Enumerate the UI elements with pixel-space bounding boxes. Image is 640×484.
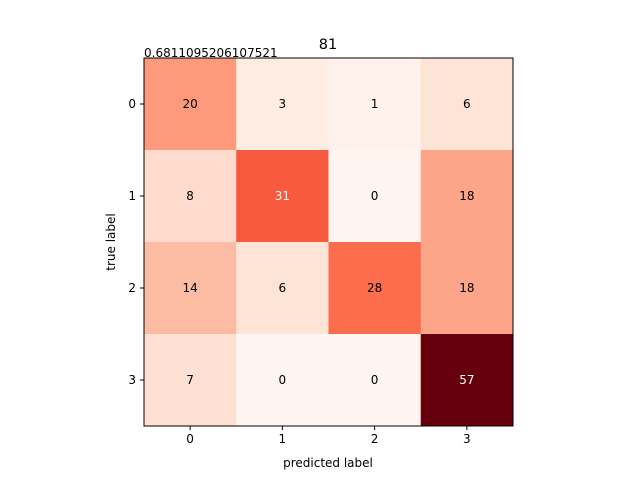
heatmap-cell (328, 242, 422, 335)
cell-value-label: 6 (279, 281, 287, 295)
y-tick-label: 0 (128, 97, 136, 111)
cell-value-label: 6 (463, 97, 471, 111)
heatmap-cell (144, 334, 237, 427)
heatmap-cell (420, 334, 514, 427)
heatmap-cell (420, 58, 514, 151)
heatmap-cell (236, 150, 329, 243)
x-tick-label: 2 (371, 432, 379, 446)
cell-value-label: 31 (275, 189, 290, 203)
x-axis-ticks: 0 1 2 3 (186, 426, 471, 446)
y-tick-label: 1 (128, 189, 136, 203)
heatmap-cell (144, 150, 237, 243)
heatmap-cell (328, 150, 422, 243)
heatmap-cell (236, 242, 329, 335)
heatmap-cell (144, 58, 237, 151)
axes-frame (143, 57, 514, 427)
cell-value-label: 0 (371, 189, 379, 203)
heatmap-cell (236, 334, 329, 427)
x-tick-label: 3 (463, 432, 471, 446)
cell-value-label: 7 (186, 373, 194, 387)
heatmap-cell (144, 242, 237, 335)
y-tick-label: 2 (128, 281, 136, 295)
heatmap-cell (328, 58, 422, 151)
y-axis-label: true label (104, 213, 118, 270)
x-axis-label: predicted label (283, 456, 373, 470)
y-tick-label: 3 (128, 373, 136, 387)
cell-value-label: 18 (459, 189, 474, 203)
heatmap-cell (420, 150, 514, 243)
y-axis-ticks: 0 1 2 3 (128, 97, 144, 387)
x-tick-label: 1 (279, 432, 287, 446)
accuracy-annotation: 0.6811095206107521 (144, 46, 278, 60)
cell-value-label: 18 (459, 281, 474, 295)
heatmap-cell (420, 242, 514, 335)
cell-value-label: 1 (371, 97, 379, 111)
chart-title: 81 (319, 37, 337, 53)
cell-value-label: 14 (182, 281, 197, 295)
cell-value-label: 0 (279, 373, 287, 387)
x-tick-label: 0 (186, 432, 194, 446)
cell-value-label: 8 (186, 189, 194, 203)
cell-value-label: 28 (367, 281, 382, 295)
cell-value-label: 57 (459, 373, 474, 387)
heatmap-cell (328, 334, 422, 427)
cell-value-label: 20 (182, 97, 197, 111)
cell-value-label: 0 (371, 373, 379, 387)
heatmap-cell (236, 58, 329, 151)
cell-value-label: 3 (279, 97, 287, 111)
